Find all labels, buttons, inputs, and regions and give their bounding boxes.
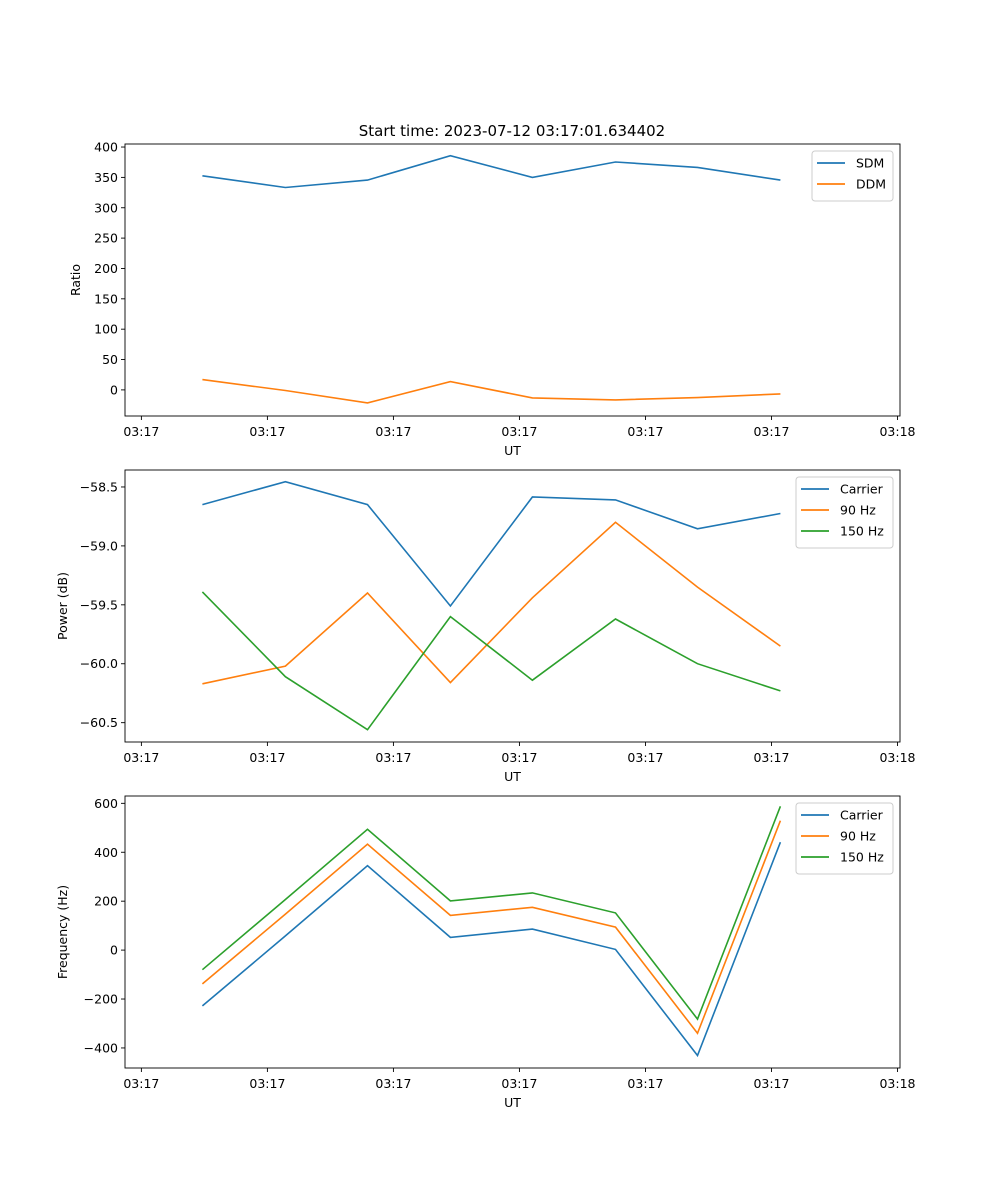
x-tick-label: 03:17	[753, 750, 789, 765]
legend-label: Carrier	[840, 482, 884, 497]
x-tick-label: 03:18	[879, 424, 915, 439]
chart-panel-1: 03:17 03:17 03:17 03:17 03:17 03:17 03:18 0 50 10…	[68, 140, 916, 458]
series-line-90-hz	[201, 820, 782, 1035]
x-tick-label: 03:17	[753, 424, 789, 439]
chart-panel-3: 03:17 03:17 03:17 03:17 03:17 03:17 03:18 −400 −…	[55, 795, 916, 1110]
x-tick-label: 03:18	[879, 1076, 915, 1091]
series-line-150-hz	[201, 591, 781, 731]
x-tick-label: 03:17	[627, 424, 663, 439]
legend-label: 90 Hz	[840, 829, 876, 844]
y-tick-label: 400	[94, 845, 118, 860]
x-axis-label: UT	[504, 769, 521, 784]
y-tick-label: 150	[94, 291, 118, 306]
legend-label: 150 Hz	[840, 524, 884, 539]
y-tick-label: 100	[94, 322, 118, 337]
x-axis-label: UT	[504, 1095, 521, 1110]
axes-frame	[124, 143, 901, 417]
axes-frame	[124, 795, 901, 1069]
series-line-sdm	[202, 154, 781, 189]
y-tick-label: −59.5	[80, 597, 118, 612]
chart-panel-2: 03:17 03:17 03:17 03:17 03:17 03:17 03:18 −60.5…	[55, 469, 916, 784]
legend-label: Carrier	[840, 808, 884, 823]
x-tick-label: 03:17	[375, 424, 411, 439]
x-tick-label: 03:17	[501, 750, 537, 765]
y-tick-label: 200	[94, 894, 118, 909]
axes-frame	[124, 469, 901, 743]
y-tick-label: −59.0	[80, 538, 118, 553]
x-tick-label: 03:17	[501, 1076, 537, 1091]
y-tick-label: 350	[94, 170, 118, 185]
figure-title: Start time: 2023-07-12 03:17:01.634402	[359, 122, 665, 140]
x-tick-label: 03:18	[879, 750, 915, 765]
series-line-carrier	[202, 480, 781, 608]
y-axis-label: Frequency (Hz)	[55, 885, 70, 979]
x-tick-label: 03:17	[123, 424, 159, 439]
x-tick-label: 03:17	[627, 750, 663, 765]
legend-label: 150 Hz	[840, 850, 884, 865]
x-tick-label: 03:17	[375, 1076, 411, 1091]
legend-label: SDM	[856, 156, 884, 171]
y-axis-label: Power (dB)	[55, 572, 70, 640]
series-line-carrier	[201, 841, 782, 1058]
y-tick-label: −60.5	[80, 715, 118, 730]
x-tick-label: 03:17	[123, 750, 159, 765]
legend: Carrier 90 Hz 150 Hz	[795, 476, 894, 549]
y-tick-label: 600	[94, 796, 118, 811]
legend: Carrier 90 Hz 150 Hz	[795, 802, 894, 875]
series-line-150-hz	[201, 806, 782, 1021]
y-tick-label: 0	[110, 943, 118, 958]
y-tick-label: 50	[102, 352, 118, 367]
series-line-ddm	[202, 378, 781, 404]
y-tick-label: 250	[94, 231, 118, 246]
x-tick-label: 03:17	[249, 1076, 285, 1091]
legend-label: 90 Hz	[840, 503, 876, 518]
legend: SDM DDM	[811, 150, 894, 202]
legend-label: DDM	[856, 177, 886, 192]
y-tick-label: 0	[110, 382, 118, 397]
x-tick-label: 03:17	[375, 750, 411, 765]
x-axis-label: UT	[504, 443, 521, 458]
y-tick-label: −60.0	[80, 656, 118, 671]
x-tick-label: 03:17	[627, 1076, 663, 1091]
series-line-90-hz	[202, 521, 781, 685]
x-tick-label: 03:17	[249, 750, 285, 765]
x-tick-label: 03:17	[249, 424, 285, 439]
y-tick-label: −58.5	[80, 479, 118, 494]
y-tick-label: 400	[94, 140, 118, 155]
y-tick-label: −400	[84, 1040, 118, 1055]
y-axis-label: Ratio	[68, 264, 83, 296]
y-tick-label: 300	[94, 200, 118, 215]
y-tick-label: −200	[84, 992, 118, 1007]
x-tick-label: 03:17	[753, 1076, 789, 1091]
x-tick-label: 03:17	[123, 1076, 159, 1091]
x-tick-label: 03:17	[501, 424, 537, 439]
y-tick-label: 200	[94, 261, 118, 276]
